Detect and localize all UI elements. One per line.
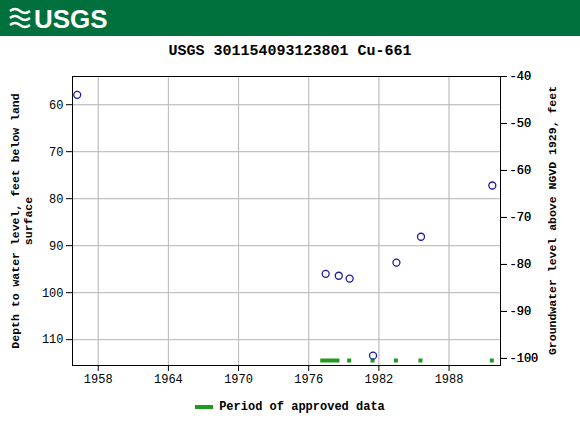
svg-text:-90: -90 [510, 305, 532, 319]
svg-text:1970: 1970 [224, 373, 253, 387]
svg-text:-100: -100 [510, 352, 539, 366]
svg-text:1976: 1976 [294, 373, 323, 387]
svg-text:-70: -70 [510, 211, 532, 225]
svg-text:1988: 1988 [435, 373, 464, 387]
svg-text:90: 90 [49, 240, 63, 254]
svg-text:-60: -60 [510, 164, 532, 178]
svg-text:-60: -60 [510, 164, 532, 178]
svg-text:1964: 1964 [154, 373, 183, 387]
svg-text:-40: -40 [510, 70, 532, 84]
svg-text:100: 100 [42, 287, 64, 301]
svg-text:USGS: USGS [34, 4, 108, 33]
svg-text:70: 70 [49, 146, 63, 160]
svg-text:60: 60 [49, 99, 63, 113]
svg-text:-80: -80 [510, 258, 532, 272]
svg-text:1958: 1958 [84, 373, 113, 387]
html-text:USGS 301154093123801 Cu-661: USGS 301154093123801 Cu-661 [168, 43, 412, 60]
html-text:Groundwater level above NGVD 1: Groundwater level above NGVD 1929, feet [545, 85, 559, 355]
svg-text:-40: -40 [510, 70, 532, 84]
svg-text:-90: -90 [510, 305, 532, 319]
svg-text:110: 110 [42, 333, 64, 347]
svg-text:80: 80 [49, 193, 63, 207]
svg-text:-50: -50 [510, 117, 532, 131]
svg-text:-70: -70 [510, 211, 532, 225]
svg-text:1982: 1982 [364, 373, 393, 387]
svg-text:-50: -50 [510, 117, 532, 131]
svg-text:-100: -100 [510, 352, 539, 366]
svg-text:-80: -80 [510, 258, 532, 272]
html-text:Depth to water level, feet bel: Depth to water level, feet below land su… [9, 92, 35, 349]
html-text:Period of approved data: Period of approved data [219, 400, 385, 414]
